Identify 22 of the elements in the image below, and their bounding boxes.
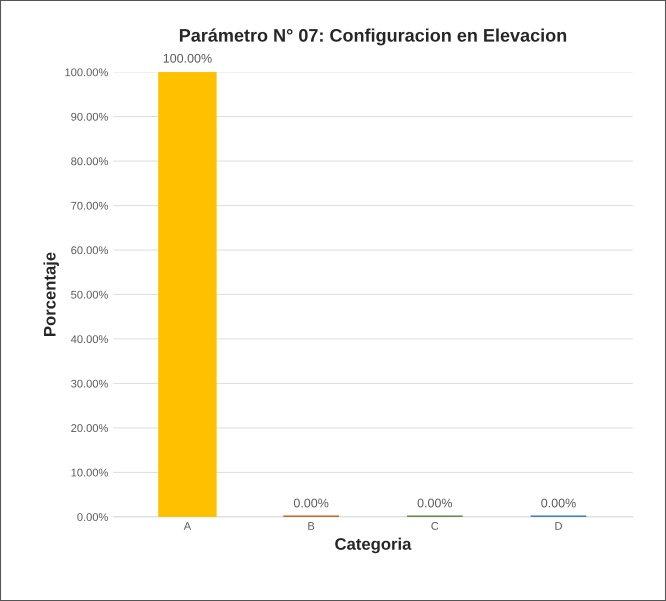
- y-tick-label: 90.00%: [71, 112, 108, 121]
- data-label: 0.00%: [541, 498, 576, 508]
- y-tick-label: 70.00%: [71, 202, 108, 210]
- y-tick-label: 50.00%: [71, 290, 108, 299]
- y-axis-title: Porcentaje: [43, 252, 59, 336]
- x-tick-label: D: [555, 522, 562, 530]
- chart-title: Parámetro N° 07: Configuracion en Elevacion: [180, 28, 566, 46]
- x-tick-label: A: [184, 522, 192, 530]
- data-label: 100.00%: [164, 54, 212, 63]
- data-label: 0.00%: [294, 498, 328, 508]
- x-tick-label: B: [308, 522, 314, 530]
- y-tick-label: 100.00%: [65, 68, 108, 76]
- y-tick-label: 0.00%: [77, 513, 108, 521]
- x-axis-title: Categoria: [335, 538, 412, 554]
- y-tick-label: 20.00%: [71, 424, 108, 432]
- y-tick-label: 10.00%: [72, 468, 108, 477]
- data-label: 0.00%: [418, 498, 452, 508]
- x-tick-label: C: [431, 522, 438, 530]
- y-tick-label: 80.00%: [71, 157, 108, 166]
- y-tick-label: 30.00%: [71, 380, 108, 388]
- y-tick-label: 60.00%: [71, 246, 108, 254]
- y-tick-label: 40.00%: [70, 335, 108, 344]
